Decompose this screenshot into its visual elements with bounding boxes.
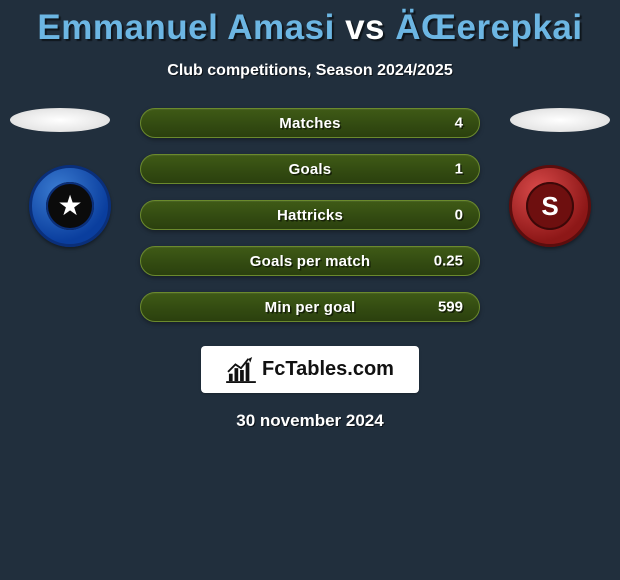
stat-value-right: 0.25 xyxy=(434,253,463,270)
comparison-card: Emmanuel Amasi vs ÄŒerepkai Club competi… xyxy=(0,0,620,580)
brand-text: FcTables.com xyxy=(262,358,394,381)
stat-value-right: 599 xyxy=(438,299,463,316)
stat-label: Goals per match xyxy=(250,253,371,270)
brand-box: FcTables.com xyxy=(201,346,419,393)
stat-row: Goals per match 0.25 xyxy=(140,246,480,276)
subtitle: Club competitions, Season 2024/2025 xyxy=(0,62,620,80)
stat-row: Matches 4 xyxy=(140,108,480,138)
club-badge-right-icon: S xyxy=(500,166,600,246)
player-photo-left-icon xyxy=(10,108,110,132)
stat-row: Min per goal 599 xyxy=(140,292,480,322)
stat-value-right: 4 xyxy=(455,115,463,132)
stat-value-right: 0 xyxy=(455,207,463,224)
stat-label: Min per goal xyxy=(265,299,356,316)
stat-value-right: 1 xyxy=(455,161,463,178)
stat-row: Goals 1 xyxy=(140,154,480,184)
bar-chart-icon xyxy=(226,357,256,383)
player-photo-right-icon xyxy=(510,108,610,132)
page-title: Emmanuel Amasi vs ÄŒerepkai xyxy=(0,0,620,48)
player1-name: Emmanuel Amasi xyxy=(37,8,334,47)
stat-row: Hattricks 0 xyxy=(140,200,480,230)
stat-bars: Matches 4 Goals 1 Hattricks 0 Goals per … xyxy=(140,108,480,322)
stat-label: Hattricks xyxy=(277,207,343,224)
stat-label: Matches xyxy=(279,115,340,132)
date-text: 30 november 2024 xyxy=(0,411,620,431)
vs-text: vs xyxy=(345,8,385,47)
player2-name: ÄŒerepkai xyxy=(395,8,582,47)
club-badge-left-icon: ★ xyxy=(20,166,120,246)
content-area: ★ S Matches 4 Goals 1 Hattricks 0 xyxy=(0,108,620,431)
stat-label: Goals xyxy=(289,161,332,178)
